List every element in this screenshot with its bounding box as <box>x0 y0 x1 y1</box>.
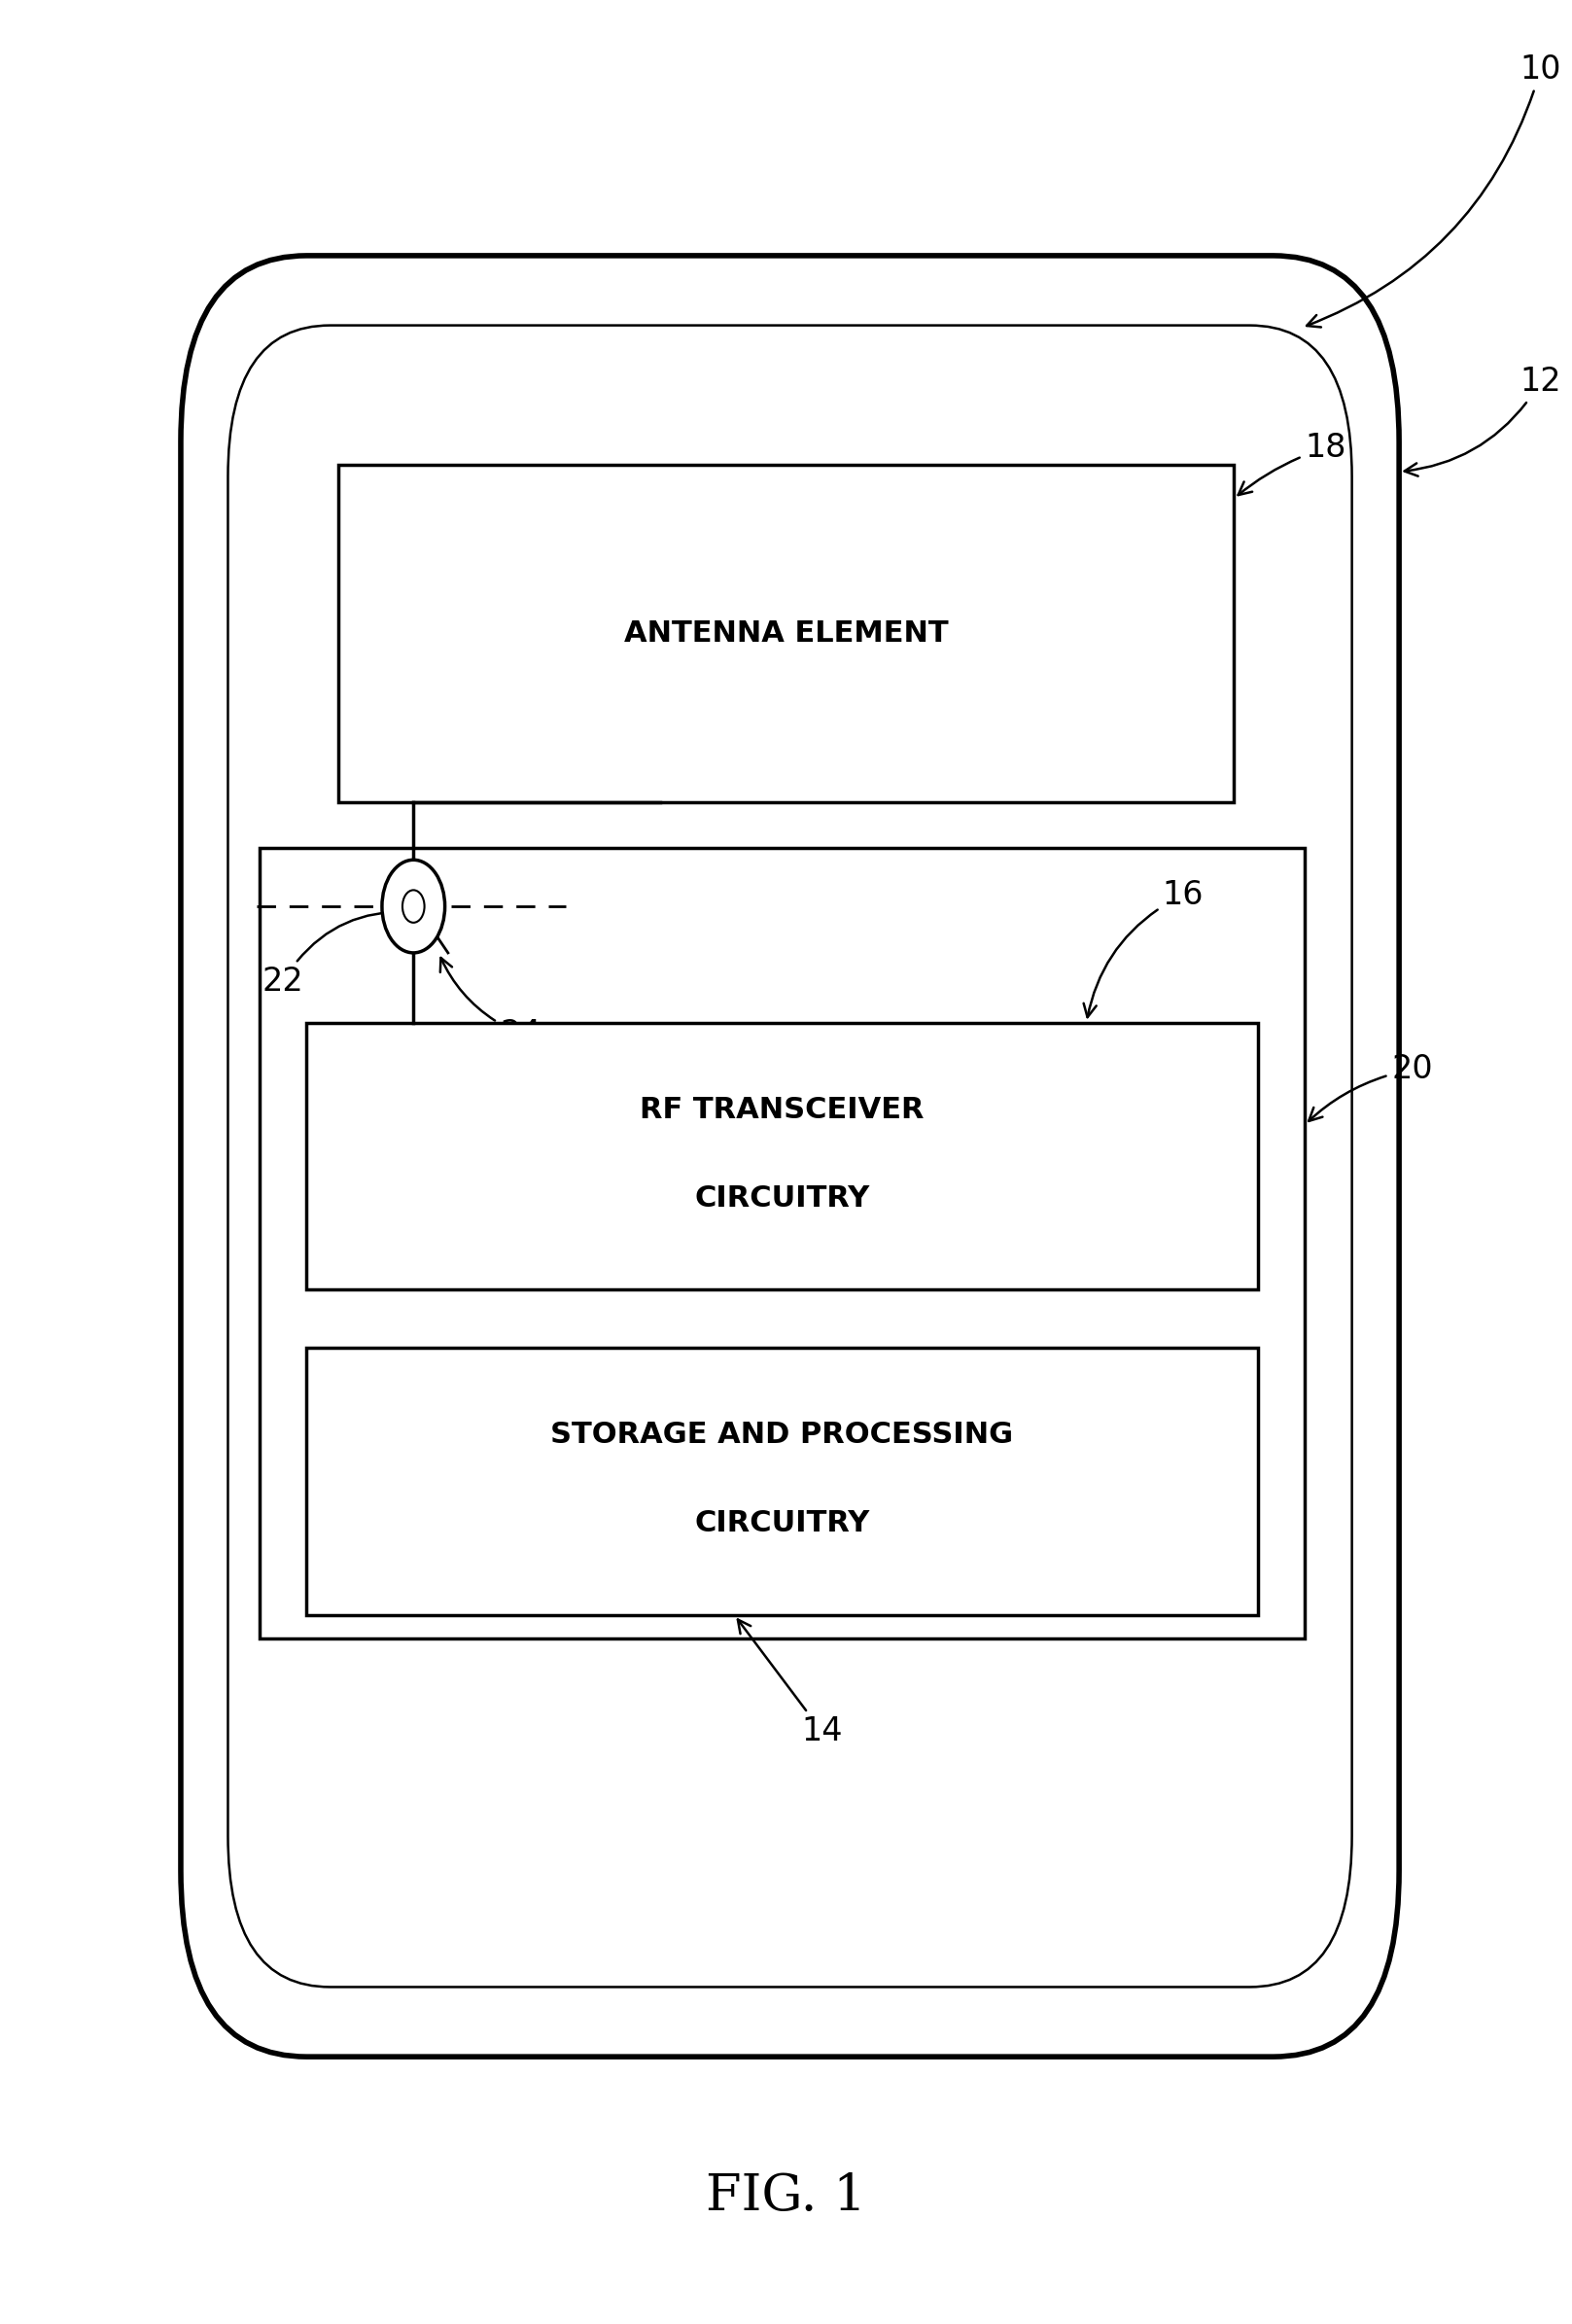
Circle shape <box>382 860 445 953</box>
Text: RF TRANSCEIVER: RF TRANSCEIVER <box>640 1095 924 1125</box>
Text: 10: 10 <box>1306 53 1561 328</box>
FancyBboxPatch shape <box>259 848 1305 1638</box>
Text: STORAGE AND PROCESSING: STORAGE AND PROCESSING <box>550 1420 1014 1450</box>
Text: 20: 20 <box>1309 1053 1432 1120</box>
FancyBboxPatch shape <box>338 465 1234 802</box>
Text: FIG. 1: FIG. 1 <box>706 2171 866 2222</box>
Text: ANTENNA ELEMENT: ANTENNA ELEMENT <box>624 618 948 648</box>
Text: 18: 18 <box>1239 432 1346 495</box>
FancyBboxPatch shape <box>307 1023 1258 1290</box>
FancyBboxPatch shape <box>181 256 1399 2057</box>
Text: 24: 24 <box>440 957 541 1050</box>
Text: 12: 12 <box>1404 365 1561 476</box>
Text: CIRCUITRY: CIRCUITRY <box>695 1183 869 1213</box>
Text: CIRCUITRY: CIRCUITRY <box>695 1508 869 1538</box>
FancyBboxPatch shape <box>307 1348 1258 1615</box>
Text: 16: 16 <box>1083 878 1204 1018</box>
Text: 22: 22 <box>263 904 409 997</box>
Text: 14: 14 <box>737 1620 843 1748</box>
Circle shape <box>402 890 424 923</box>
